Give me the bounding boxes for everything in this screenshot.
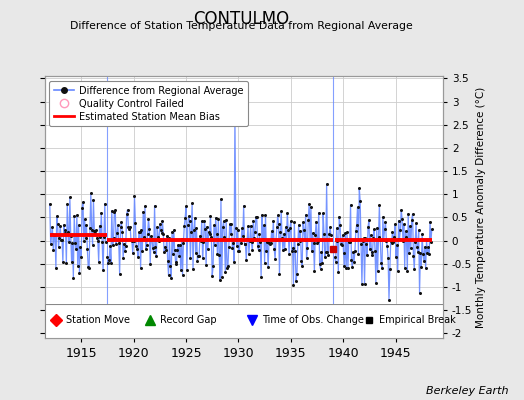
Text: Time of Obs. Change: Time of Obs. Change (261, 315, 364, 325)
Text: Difference of Station Temperature Data from Regional Average: Difference of Station Temperature Data f… (70, 21, 412, 31)
Text: CONTULMO: CONTULMO (193, 10, 289, 28)
Y-axis label: Monthly Temperature Anomaly Difference (°C): Monthly Temperature Anomaly Difference (… (476, 86, 486, 328)
Text: Record Gap: Record Gap (160, 315, 216, 325)
Text: Berkeley Earth: Berkeley Earth (426, 386, 508, 396)
Text: Empirical Break: Empirical Break (379, 315, 456, 325)
Legend: Difference from Regional Average, Quality Control Failed, Estimated Station Mean: Difference from Regional Average, Qualit… (49, 81, 248, 126)
Text: Station Move: Station Move (67, 315, 130, 325)
